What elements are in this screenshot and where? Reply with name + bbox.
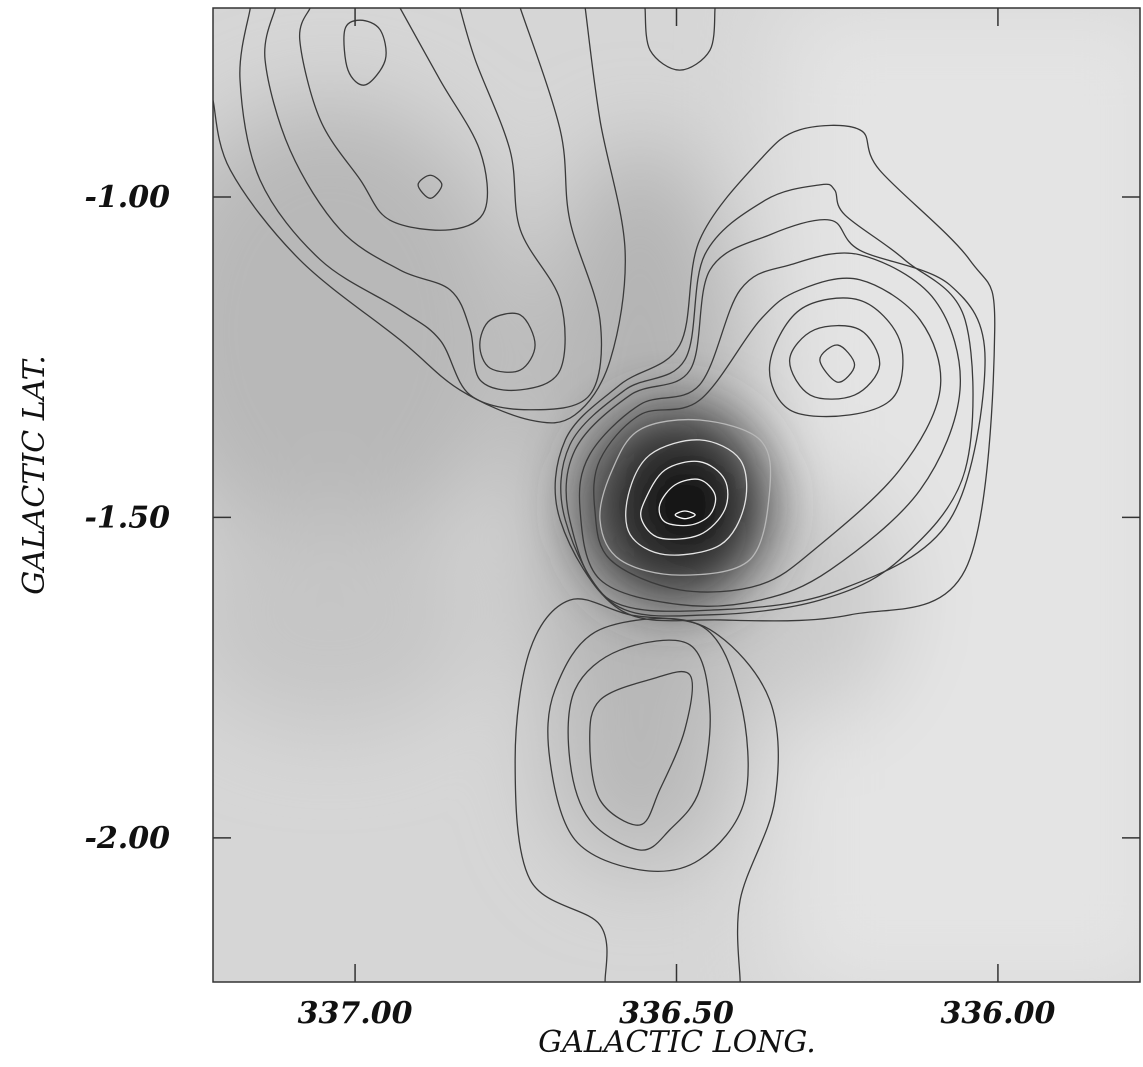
x-tick-label: 336.00 <box>941 996 1056 1031</box>
chart: GALACTIC LONG. GALACTIC LAT. 337.00336.5… <box>0 0 1143 1067</box>
y-tick-label: -2.00 <box>84 821 170 856</box>
y-axis-label: GALACTIC LAT. <box>17 355 52 595</box>
x-tick-label: 337.00 <box>298 996 413 1031</box>
x-tick-label: 336.50 <box>619 996 734 1031</box>
y-tick-label: -1.00 <box>84 180 170 215</box>
y-tick-label: -1.50 <box>84 500 170 535</box>
